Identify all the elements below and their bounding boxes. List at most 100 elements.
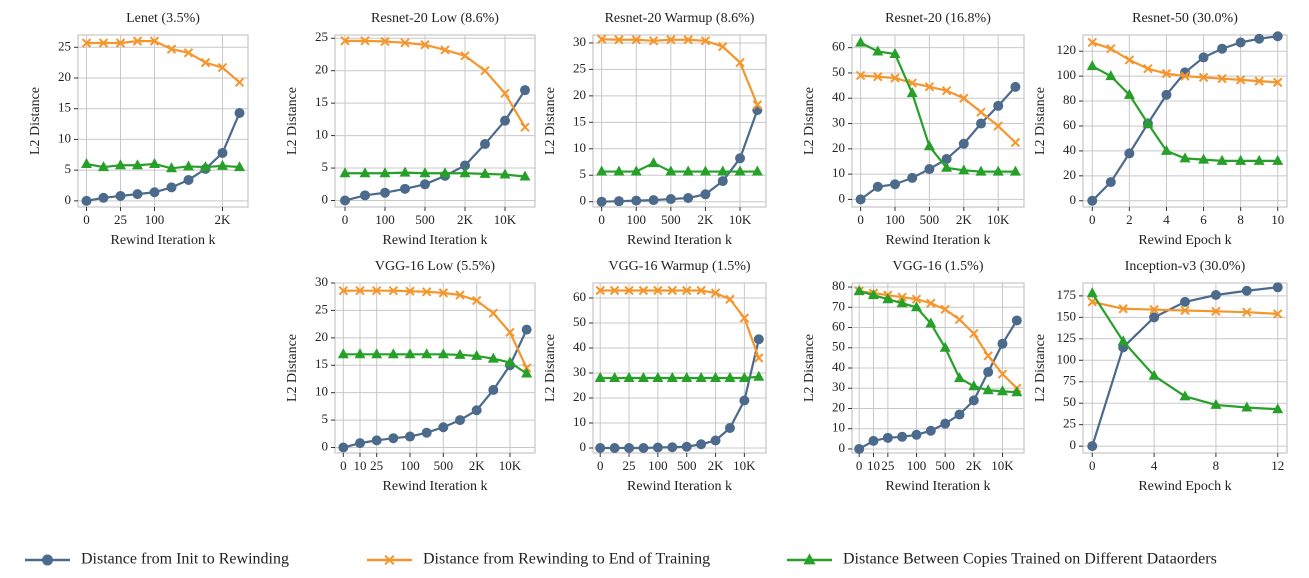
y-tick-label: 15 bbox=[315, 94, 328, 109]
point bbox=[1235, 75, 1246, 85]
point bbox=[983, 351, 993, 361]
point bbox=[718, 41, 728, 52]
point bbox=[471, 405, 482, 416]
point bbox=[923, 140, 935, 151]
point bbox=[1272, 403, 1284, 414]
point bbox=[421, 427, 432, 438]
point bbox=[400, 38, 410, 48]
point bbox=[166, 44, 177, 54]
point bbox=[1105, 70, 1117, 81]
x-tick-label: 10 bbox=[354, 458, 367, 473]
point bbox=[667, 442, 678, 453]
legend-marker bbox=[42, 554, 53, 566]
point bbox=[1010, 81, 1021, 92]
y-tick-label: 50 bbox=[1063, 394, 1076, 409]
point bbox=[609, 443, 620, 453]
point bbox=[682, 285, 692, 296]
point bbox=[459, 167, 471, 178]
series-line bbox=[600, 375, 759, 380]
point bbox=[1087, 441, 1098, 452]
point bbox=[387, 348, 399, 359]
point bbox=[666, 372, 678, 382]
point bbox=[1254, 33, 1265, 44]
point bbox=[234, 161, 245, 172]
point bbox=[710, 435, 721, 446]
y-tick-label: 30 bbox=[573, 364, 586, 379]
point bbox=[132, 159, 143, 170]
x-tick-label: 100 bbox=[145, 212, 165, 227]
x-tick-label: 10 bbox=[1271, 212, 1284, 227]
legend-label: Distance from Init to Rewinding bbox=[81, 551, 289, 568]
point bbox=[754, 353, 764, 363]
point bbox=[488, 384, 499, 395]
point bbox=[868, 289, 879, 300]
point bbox=[217, 62, 228, 73]
point bbox=[420, 40, 430, 50]
point bbox=[217, 147, 228, 158]
y-axis-label: L2 Distance bbox=[1033, 87, 1048, 155]
point bbox=[753, 334, 764, 345]
y-tick-label: 25 bbox=[1063, 416, 1076, 431]
chart-title: VGG-16 Warmup (1.5%) bbox=[608, 259, 750, 274]
y-tick-label: 0 bbox=[839, 190, 846, 205]
point bbox=[725, 294, 735, 304]
point bbox=[1217, 43, 1228, 54]
point bbox=[926, 298, 936, 308]
point bbox=[1180, 296, 1190, 307]
point bbox=[969, 328, 979, 339]
point bbox=[338, 442, 349, 453]
y-tick-label: 0 bbox=[580, 193, 587, 208]
point bbox=[700, 36, 711, 46]
point bbox=[638, 443, 649, 453]
point bbox=[338, 285, 349, 296]
point bbox=[941, 161, 953, 172]
point bbox=[681, 441, 692, 452]
series-line bbox=[86, 162, 240, 170]
point bbox=[609, 285, 620, 296]
legend-label: Distance from Rewinding to End of Traini… bbox=[423, 551, 710, 568]
chart-title: Lenet (3.5%) bbox=[126, 11, 200, 26]
point bbox=[911, 429, 922, 440]
point bbox=[488, 308, 499, 318]
point bbox=[355, 438, 365, 449]
plot-area bbox=[334, 282, 536, 454]
point bbox=[1161, 68, 1172, 79]
point bbox=[738, 372, 750, 382]
point bbox=[695, 372, 707, 382]
series-line bbox=[860, 74, 1017, 144]
subplot: 0 5 10 15 20 25 30 0 100 500 2K 10K Resnet-20 Warmup… bbox=[543, 11, 767, 248]
point bbox=[340, 195, 350, 206]
point bbox=[613, 165, 625, 176]
point bbox=[1235, 37, 1246, 48]
point bbox=[1149, 312, 1160, 323]
point bbox=[596, 34, 607, 44]
point bbox=[968, 380, 980, 391]
point bbox=[596, 196, 607, 207]
point bbox=[925, 425, 936, 436]
y-tick-label: 15 bbox=[315, 356, 328, 371]
point bbox=[371, 435, 382, 446]
y-axis-label: L2 Distance bbox=[543, 334, 558, 402]
point bbox=[1273, 77, 1283, 88]
x-axis-label: Rewind Iteration k bbox=[886, 233, 991, 248]
y-tick-label: 80 bbox=[1063, 92, 1076, 107]
point bbox=[958, 138, 969, 149]
chart-title: Resnet-20 (16.8%) bbox=[885, 11, 991, 26]
point bbox=[1148, 369, 1160, 380]
point bbox=[855, 70, 866, 81]
y-tick-label: 10 bbox=[573, 414, 586, 429]
point bbox=[521, 367, 533, 378]
point bbox=[360, 36, 370, 46]
x-tick-label: 0 bbox=[342, 212, 349, 227]
y-tick-label: 20 bbox=[315, 329, 328, 344]
series-line bbox=[601, 38, 759, 106]
point bbox=[637, 372, 649, 382]
chart-title: Resnet-20 Warmup (8.6%) bbox=[605, 11, 755, 26]
x-axis-label: Rewind Iteration k bbox=[886, 479, 991, 494]
point bbox=[200, 57, 211, 68]
point bbox=[638, 285, 649, 296]
y-tick-label: 100 bbox=[1057, 351, 1077, 366]
point bbox=[751, 165, 763, 176]
point bbox=[854, 443, 865, 454]
